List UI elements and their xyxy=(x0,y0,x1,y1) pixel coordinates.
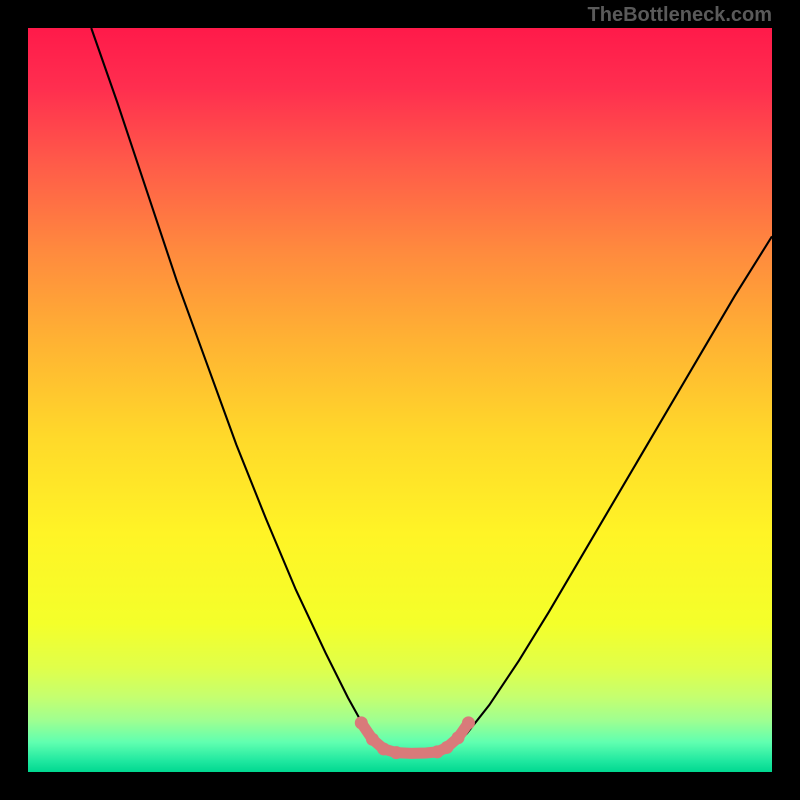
marker-dot xyxy=(440,741,453,754)
marker-dot xyxy=(355,716,368,729)
marker-dot xyxy=(462,716,475,729)
chart-container: TheBottleneck.com xyxy=(0,0,800,800)
plot-area xyxy=(28,28,772,772)
marker-dot xyxy=(366,733,379,746)
marker-dot xyxy=(390,746,403,759)
watermark-label: TheBottleneck.com xyxy=(588,4,772,27)
bottleneck-curve xyxy=(91,28,772,753)
marker-dot xyxy=(452,731,465,744)
marker-dot xyxy=(377,742,390,755)
curve-layer xyxy=(28,28,772,772)
